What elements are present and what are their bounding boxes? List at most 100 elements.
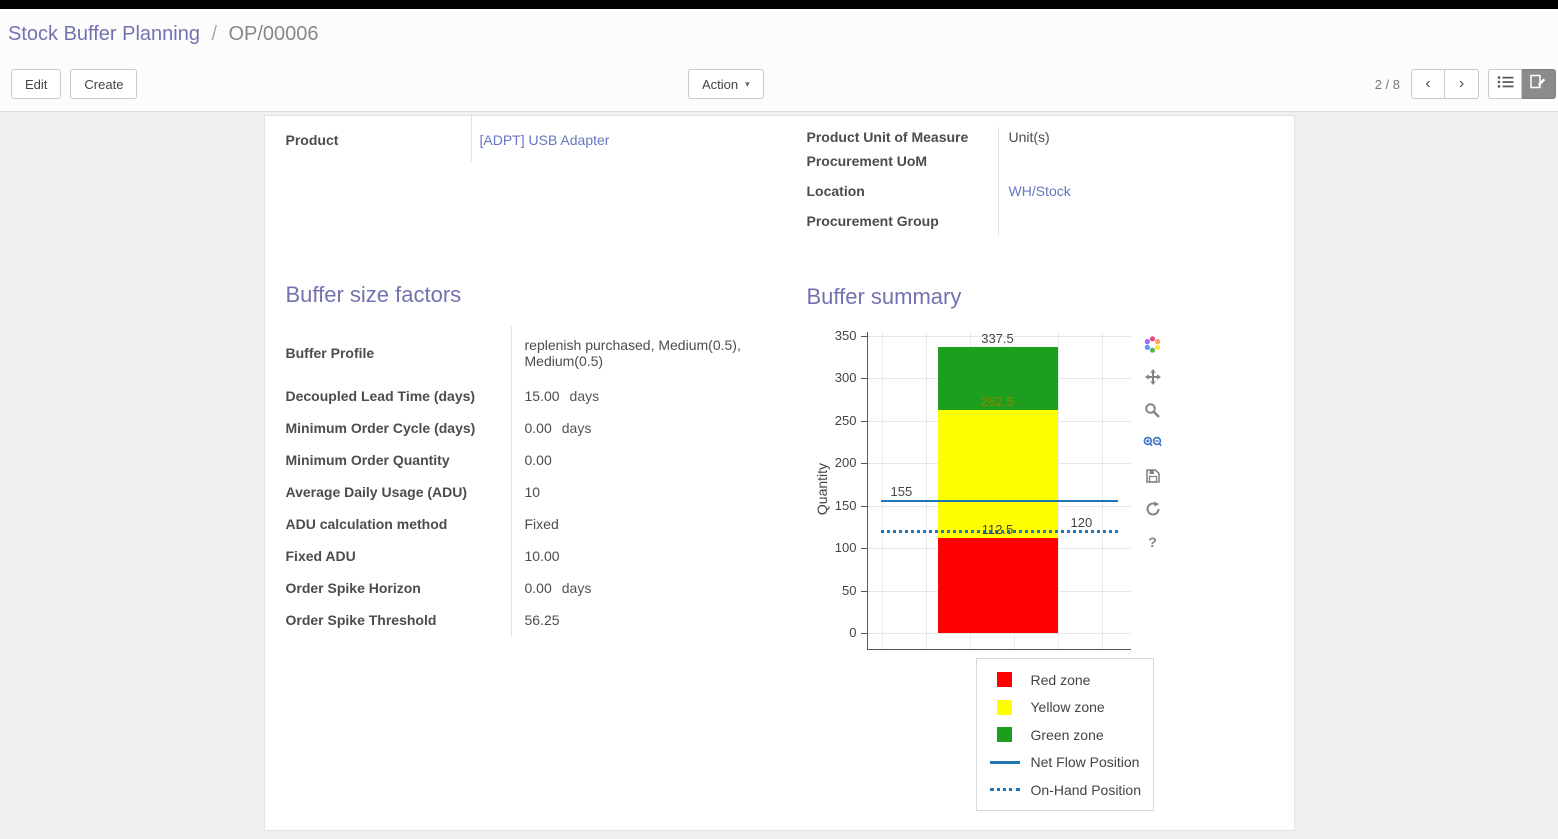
legend-label: On-Hand Position [1030, 781, 1142, 798]
factor-value: 10.00 [524, 548, 560, 564]
field-row-product: Product [ADPT] USB Adapter [286, 116, 731, 162]
legend-swatch [990, 699, 1020, 715]
line-on-hand-position [880, 530, 1118, 534]
zoom-icon[interactable] [1144, 401, 1161, 419]
zone-color-icon [996, 727, 1012, 743]
factor-unit: days [561, 420, 592, 436]
factor-row-fixed-adu: Fixed ADU 10.00 [286, 540, 763, 572]
control-panel: Edit Create Action ▾ 2 / 8 ‹ › [0, 56, 1558, 112]
breadcrumb-parent-link[interactable]: Stock Buffer Planning [8, 23, 200, 45]
line-style-icon [989, 788, 1020, 792]
x-gridline [1057, 332, 1059, 649]
factor-value: 10 [524, 484, 541, 500]
legend-item-red-zone[interactable]: Red zone [990, 666, 1153, 694]
product-link[interactable]: [ADPT] USB Adapter [479, 132, 610, 148]
legend-swatch [990, 727, 1020, 743]
y-tick [860, 590, 867, 592]
legend-label: Green zone [1030, 726, 1104, 743]
help-icon[interactable]: ? [1148, 534, 1157, 550]
create-button[interactable]: Create [70, 69, 138, 99]
adu-method-link[interactable]: Fixed [524, 516, 559, 532]
field-row-procurement-uom: Procurement UoM [807, 146, 1277, 176]
buffer-summary-title: Buffer summary [806, 284, 962, 309]
action-dropdown-button[interactable]: Action ▾ [688, 69, 764, 99]
line-style-icon [989, 760, 1020, 764]
field-label: Procurement UoM [806, 153, 928, 169]
top-menu-bar [0, 0, 1558, 9]
zone-green-zone [937, 346, 1058, 411]
factor-row-moq: Minimum Order Quantity 0.00 [286, 444, 763, 476]
zoom-in-out-icon[interactable] [1143, 434, 1163, 452]
y-tick-label: 300 [834, 370, 857, 386]
save-image-icon[interactable] [1145, 467, 1161, 485]
field-row-location: Location WH/Stock [807, 176, 1277, 206]
pager-previous-button[interactable]: ‹ [1411, 69, 1445, 99]
factor-label: Minimum Order Quantity [285, 452, 450, 468]
buffer-factors-table: Buffer Profile replenish purchased, Medi… [286, 326, 763, 636]
edit-button[interactable]: Edit [11, 69, 62, 99]
x-axis [866, 649, 1131, 650]
legend-label: Yellow zone [1030, 699, 1105, 716]
view-switcher [1488, 69, 1556, 99]
bar-label: 337.5 [981, 330, 1014, 346]
pan-icon[interactable] [1144, 368, 1161, 386]
y-tick [860, 633, 867, 634]
y-axis [866, 332, 868, 650]
y-tick [860, 463, 867, 465]
legend-swatch [990, 672, 1020, 688]
pager-next-button[interactable]: › [1445, 69, 1479, 99]
factor-unit: days [569, 388, 600, 404]
content-area: Product [ADPT] USB Adapter Product Unit … [0, 112, 1558, 831]
x-gridline [881, 332, 883, 649]
x-gridline [1101, 332, 1103, 649]
field-row-uom: Product Unit of Measure Unit(s) [807, 116, 1277, 146]
pager-counter: 2 / 8 [1374, 76, 1400, 92]
line-label-on-hand-position: 120 [1070, 515, 1093, 531]
y-gridline [866, 336, 1131, 337]
location-link[interactable]: WH/Stock [1008, 183, 1071, 199]
list-view-button[interactable] [1488, 69, 1522, 99]
bar-label: 112.5 [981, 521, 1014, 537]
breadcrumb-current: OP/00006 [228, 23, 319, 45]
y-tick-label: 350 [834, 328, 857, 343]
breadcrumb-separator: / [211, 23, 217, 45]
y-tick-label: 150 [834, 497, 857, 513]
factor-label: Decoupled Lead Time (days) [285, 388, 476, 404]
y-tick [860, 336, 867, 337]
y-gridline [866, 633, 1131, 634]
field-label: Product [285, 132, 339, 148]
factor-label: Buffer Profile [285, 345, 375, 361]
y-tick [860, 505, 867, 507]
legend-item-on-hand-position[interactable]: On-Hand Position [989, 776, 1153, 804]
field-group-right: Product Unit of Measure Unit(s) Procurem… [807, 116, 1277, 236]
x-gridline [925, 332, 927, 649]
legend-label: Net Flow Position [1030, 754, 1140, 771]
form-view-button[interactable] [1522, 69, 1556, 99]
legend-item-net-flow-position[interactable]: Net Flow Position [989, 749, 1153, 777]
zone-yellow-zone [937, 410, 1058, 538]
factor-row-dlt: Decoupled Lead Time (days) 15.00 days [286, 380, 763, 412]
reset-axes-icon[interactable] [1145, 500, 1161, 518]
field-label: Location [806, 183, 865, 199]
factor-value: 0.00 [524, 452, 552, 468]
field-row-procurement-group: Procurement Group [807, 206, 1277, 236]
y-tick-label: 50 [842, 582, 857, 598]
y-tick-label: 200 [834, 455, 857, 471]
zone-red-zone [937, 537, 1058, 633]
line-net-flow-position [880, 500, 1118, 503]
factor-label: Average Daily Usage (ADU) [285, 484, 468, 500]
factor-row-moc: Minimum Order Cycle (days) 0.00 days [286, 412, 763, 444]
y-tick [860, 548, 867, 550]
y-tick-label: 0 [849, 625, 857, 640]
legend-item-yellow-zone[interactable]: Yellow zone [990, 694, 1153, 722]
buffer-profile-link[interactable]: replenish purchased, Medium(0.5), Medium… [524, 337, 741, 369]
legend-line-swatch [989, 788, 1020, 792]
field-label: Product Unit of Measure [806, 128, 969, 145]
factor-label: Minimum Order Cycle (days) [285, 420, 476, 436]
legend-item-green-zone[interactable]: Green zone [990, 721, 1153, 749]
factor-row-adu-method: ADU calculation method Fixed [286, 508, 763, 540]
plotly-logo-icon[interactable] [1143, 335, 1162, 353]
pager-buttons: ‹ › [1411, 69, 1479, 99]
breadcrumb: Stock Buffer Planning / OP/00006 [0, 9, 1558, 56]
factor-label: ADU calculation method [285, 516, 448, 532]
